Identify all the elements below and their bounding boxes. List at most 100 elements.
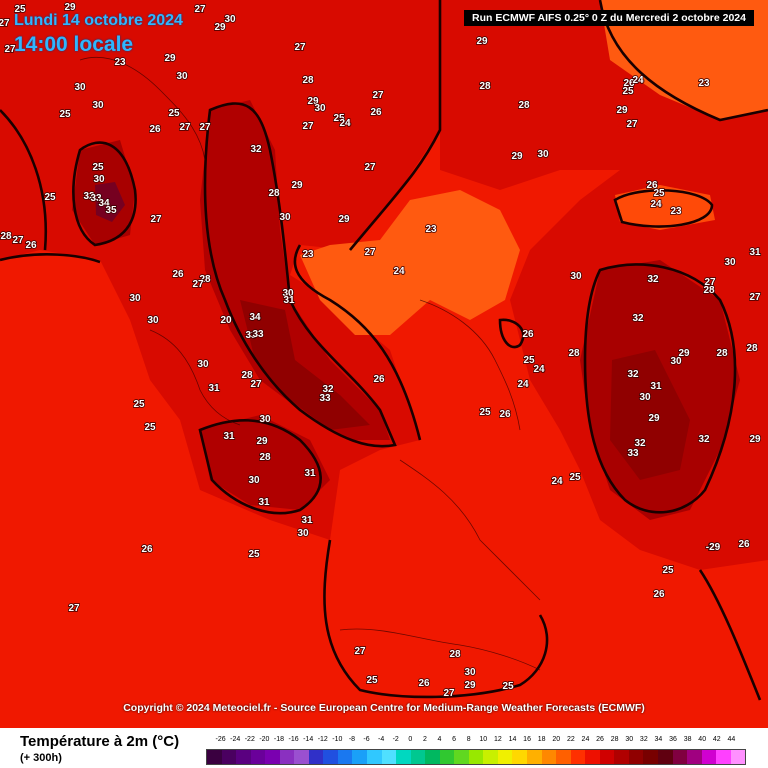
scale-tick-label: 24 [581, 736, 590, 743]
temperature-label: 29 [708, 542, 720, 553]
temperature-label: 25 [662, 565, 674, 576]
temperature-label: 27 [199, 122, 211, 133]
temperature-label: 20 [220, 315, 232, 326]
scale-swatch [512, 750, 528, 764]
temperature-label: 30 [224, 14, 236, 25]
scale-tick-label: 38 [683, 736, 692, 743]
temperature-label: 25 [479, 407, 491, 418]
forecast-time: 14:00 locale [14, 33, 134, 56]
scale-tick-label: 44 [727, 736, 736, 743]
temperature-label: 33 [252, 329, 264, 340]
temperature-label: 28 [746, 343, 758, 354]
temperature-label: 27 [364, 247, 376, 258]
scale-tick-label: 18 [537, 736, 546, 743]
temperature-label: 29 [464, 680, 476, 691]
temperature-label: 33 [319, 393, 331, 404]
temperature-label: 26 [418, 678, 430, 689]
temperature-map: 25 29 27 30 29 27 27 23 29 30 27 29 28 29 30 27 26 25 24 27… [0, 0, 768, 728]
temperature-label: 32 [647, 274, 659, 285]
temperature-label: 29 [164, 53, 176, 64]
scale-swatch [614, 750, 629, 764]
temperature-label: 30 [147, 315, 159, 326]
temperature-label: 26 [373, 374, 385, 385]
cool-zone-northeast [600, 0, 768, 120]
temperature-label: 28 [449, 649, 461, 660]
scale-tick-label: 42 [712, 736, 721, 743]
temperature-label: 25 [523, 355, 535, 366]
temperature-label: 28 [259, 452, 271, 463]
temperature-label: 33 [245, 330, 257, 341]
temperature-label: 33 [627, 448, 639, 459]
temperature-label: 25 [569, 472, 581, 483]
temperature-label: 30 [279, 212, 291, 223]
temperature-label: 27 [4, 44, 16, 55]
temperature-label: 26 [149, 124, 161, 135]
temperature-label: 31 [223, 431, 235, 442]
hot-zone-west [200, 100, 390, 440]
temperature-label: 29 [307, 96, 319, 107]
scale-swatch [236, 750, 251, 764]
temperature-label: 25 [502, 681, 514, 692]
scale-swatch [250, 750, 266, 764]
temperature-label: 25 [14, 4, 26, 15]
scale-swatch [367, 750, 382, 764]
temperature-label: 28 [716, 348, 728, 359]
temperature-label: 29 [214, 22, 226, 33]
scale-tick-label: -10 [332, 736, 343, 743]
scale-swatch [716, 750, 731, 764]
scale-swatch [701, 750, 717, 764]
scale-swatch [585, 750, 600, 764]
scale-swatch [556, 750, 571, 764]
scale-tick-label: 8 [466, 736, 471, 743]
temperature-label: 28 [518, 100, 530, 111]
temperature-label: 24 [393, 266, 405, 277]
scale-tick-label: -6 [363, 736, 370, 743]
temperature-label: 30 [639, 392, 651, 403]
scale-swatch [672, 750, 688, 764]
temperature-label: 26 [25, 240, 37, 251]
temperature-label: 28 [268, 188, 280, 199]
temperature-label: 27 [749, 292, 761, 303]
temperature-label: 25 [622, 86, 634, 97]
temperature-label: 24 [551, 476, 563, 487]
scale-tick-label: 32 [639, 736, 648, 743]
temperature-label: 24 [517, 379, 529, 390]
temperature-label: 31 [749, 247, 761, 258]
scale-tick-label: -24 [230, 736, 241, 743]
scale-swatch [352, 750, 368, 764]
temperature-label: 25 [144, 422, 156, 433]
scale-tick-label: -18 [273, 736, 285, 743]
temperature-label: 25 [133, 399, 145, 410]
scale-swatch [221, 750, 237, 764]
scale-tick-label: 0 [408, 736, 413, 743]
temperature-label: 30 [314, 103, 326, 114]
scale-swatch [439, 750, 455, 764]
hot-core-east [610, 350, 690, 480]
temperature-label: 30 [724, 257, 736, 268]
scale-swatch [425, 750, 440, 764]
scale-tick-label: 40 [698, 736, 707, 743]
scale-tick-label: 14 [508, 736, 517, 743]
temperature-label: 29 [64, 2, 76, 13]
scale-swatch [570, 750, 586, 764]
temperature-label: 23 [670, 206, 682, 217]
temperature-label: 30 [92, 100, 104, 111]
temperature-label: 29 [616, 105, 628, 116]
temperature-label: 26 [499, 409, 511, 420]
scale-swatch [599, 750, 615, 764]
scale-swatch [527, 750, 542, 764]
temperature-label: 25 [653, 188, 665, 199]
temperature-label: 26 [653, 589, 665, 600]
scale-tick-label: 12 [493, 736, 502, 743]
temperature-label: 26 [522, 329, 534, 340]
model-run-info: Run ECMWF AIFS 0.25° 0 Z du Mercredi 2 o… [464, 10, 754, 26]
isotherm-contours [0, 0, 768, 701]
temperature-label: 27 [704, 277, 716, 288]
temperature-label: 23 [114, 57, 126, 68]
temperature-label: 30 [197, 359, 209, 370]
scale-swatch [628, 750, 644, 764]
scale-tick-label: 4 [437, 736, 442, 743]
temperature-label: 28 [199, 274, 211, 285]
scale-tick-label: 22 [566, 736, 575, 743]
temperature-label: 26 [172, 269, 184, 280]
